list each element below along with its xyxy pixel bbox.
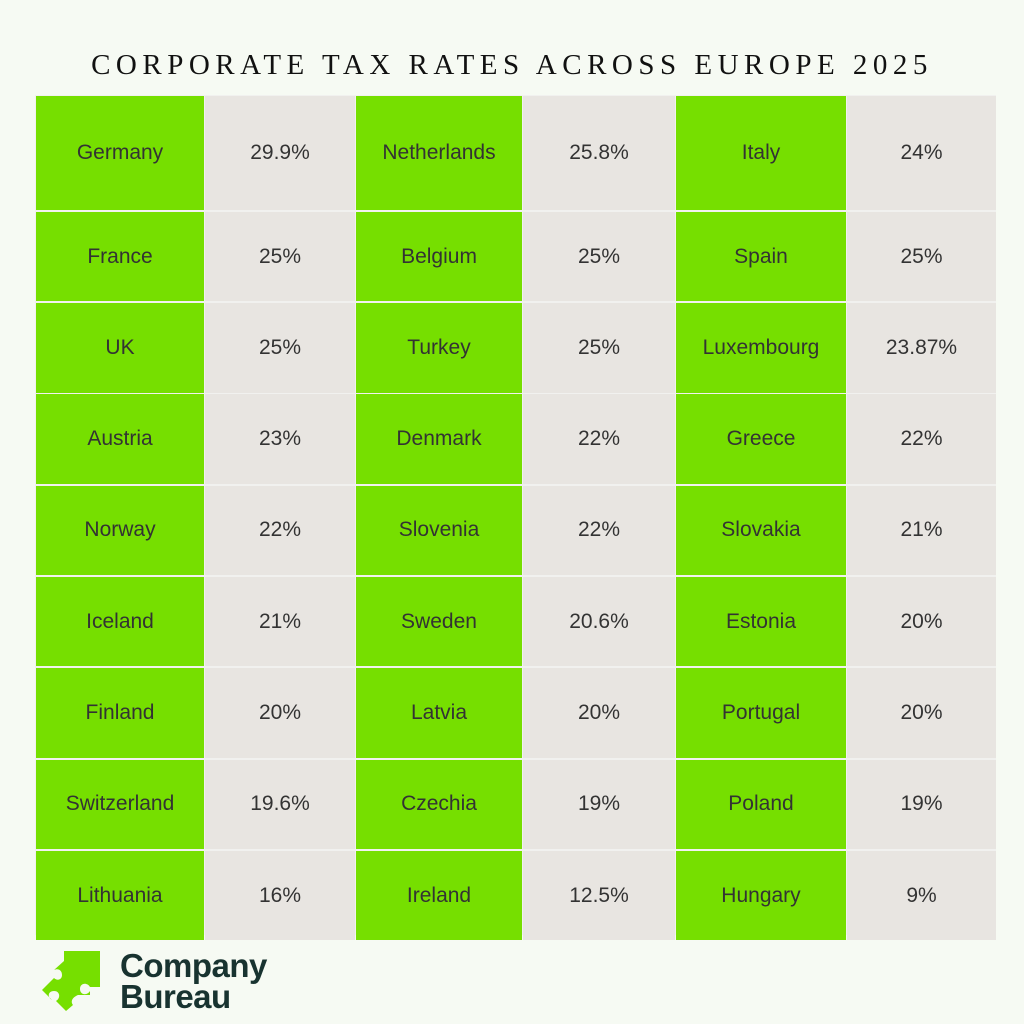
tax-rate-cell: 25.8% (523, 96, 675, 210)
tax-rate-cell: 25% (523, 303, 675, 393)
country-cell: Lithuania (36, 850, 204, 941)
country-cell: Estonia (676, 576, 846, 667)
tax-rate-cell: 19.6% (205, 759, 355, 850)
tax-rate-cell: 20.6% (523, 576, 675, 667)
country-cell: France (36, 211, 204, 302)
tax-rate-cell: 9% (847, 850, 996, 941)
tax-rate-table: Germany 29.9% Netherlands 25.8% Italy 24% Fran… (35, 95, 996, 941)
country-cell: Greece (676, 394, 846, 484)
tax-rate-cell: 16% (205, 850, 355, 941)
page-title: CORPORATE TAX RATES ACROSS EUROPE 2025 (91, 49, 933, 82)
tax-rate-cell: 21% (205, 576, 355, 667)
tax-rate-cell: 21% (847, 485, 996, 576)
country-cell: Ireland (356, 850, 522, 941)
tax-rate-cell: 23% (205, 394, 355, 484)
country-cell: Czechia (356, 759, 522, 850)
country-cell: Austria (36, 394, 204, 484)
tax-rate-cell: 19% (523, 759, 675, 850)
tax-rate-cell: 23.87% (847, 303, 996, 393)
country-cell: Norway (36, 485, 204, 576)
logo-text-line2: Bureau (120, 978, 231, 1015)
puzzle-piece-icon (42, 951, 100, 1011)
tax-rate-cell: 25% (205, 211, 355, 302)
tax-rate-cell: 20% (847, 576, 996, 667)
country-cell: Denmark (356, 394, 522, 484)
tax-rate-cell: 22% (205, 485, 355, 576)
country-cell: Iceland (36, 576, 204, 667)
tax-rate-cell: 22% (523, 485, 675, 576)
tax-rate-cell: 19% (847, 759, 996, 850)
tax-rate-cell: 25% (205, 303, 355, 393)
tax-rate-cell: 25% (523, 211, 675, 302)
country-cell: Portugal (676, 668, 846, 758)
tax-rate-cell: 22% (523, 394, 675, 484)
country-cell: Germany (36, 96, 204, 210)
country-cell: Poland (676, 759, 846, 850)
country-cell: Slovakia (676, 485, 846, 576)
logo-text-line1: Company (120, 947, 267, 984)
tax-rate-cell: 12.5% (523, 850, 675, 941)
tax-rate-cell: 22% (847, 394, 996, 484)
country-cell: Hungary (676, 850, 846, 941)
tax-rate-cell: 24% (847, 96, 996, 210)
tax-rate-cell: 29.9% (205, 96, 355, 210)
country-cell: Belgium (356, 211, 522, 302)
tax-rate-cell: 25% (847, 211, 996, 302)
country-cell: Sweden (356, 576, 522, 667)
tax-rate-cell: 20% (205, 668, 355, 758)
company-logo: Company Bureau (40, 947, 267, 1015)
country-cell: Latvia (356, 668, 522, 758)
country-cell: UK (36, 303, 204, 393)
country-cell: Finland (36, 668, 204, 758)
country-cell: Luxembourg (676, 303, 846, 393)
tax-rate-cell: 20% (523, 668, 675, 758)
country-cell: Spain (676, 211, 846, 302)
country-cell: Italy (676, 96, 846, 210)
country-cell: Netherlands (356, 96, 522, 210)
tax-rate-cell: 20% (847, 668, 996, 758)
country-cell: Slovenia (356, 485, 522, 576)
country-cell: Turkey (356, 303, 522, 393)
country-cell: Switzerland (36, 759, 204, 850)
